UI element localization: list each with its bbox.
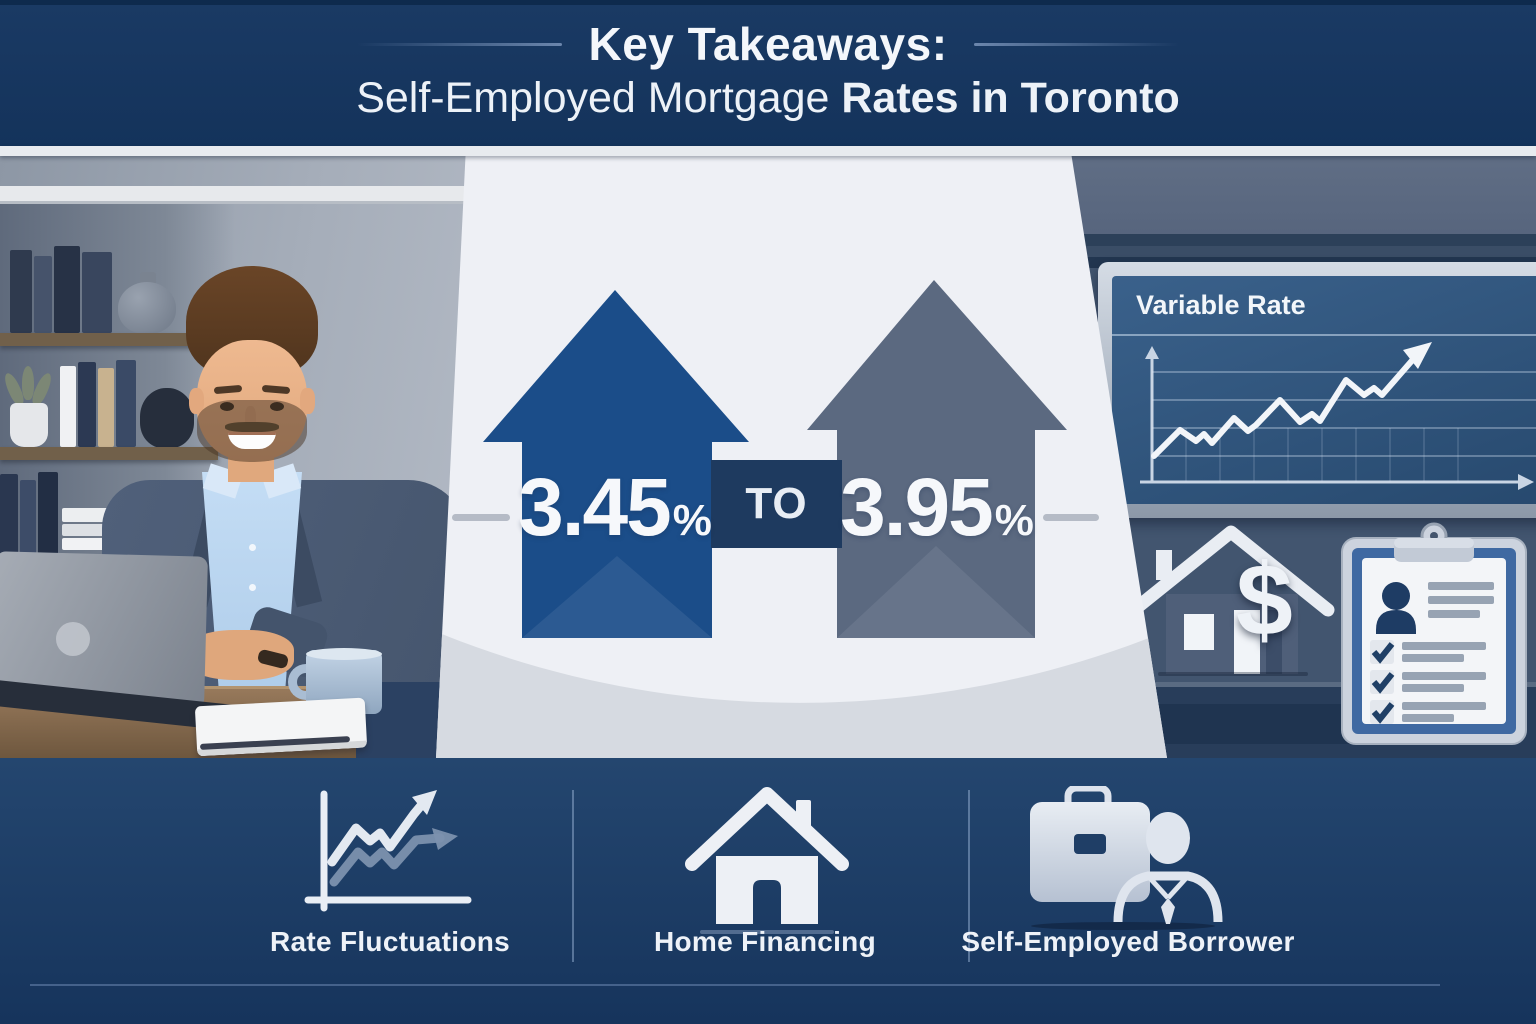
footer: Rate Fluctuations Home Financing: [0, 758, 1536, 1024]
book: [78, 362, 96, 447]
home-icon: [685, 787, 849, 934]
rate-arrows: [483, 280, 1067, 638]
page-title: Key Takeaways:: [588, 18, 948, 70]
house-dollar-icon: [1128, 525, 1335, 676]
plant-leaf: [22, 366, 34, 400]
monitor-title: Variable Rate: [1136, 290, 1306, 320]
rate-trend-chart-icon: [1140, 342, 1536, 490]
book: [20, 480, 36, 560]
mustache: [225, 422, 279, 432]
book: [116, 360, 136, 447]
book: [60, 366, 76, 447]
book: [98, 368, 114, 447]
up-arrow-gray-icon: [807, 280, 1067, 638]
rate-from-unit: %: [672, 496, 712, 545]
clipboard-checklist-icon: [1341, 522, 1527, 745]
shelf-edge: [1040, 682, 1536, 687]
binder: [82, 252, 112, 333]
panel-curve: [436, 616, 1167, 758]
book: [34, 256, 52, 333]
book: [54, 246, 80, 333]
vase: [118, 282, 176, 334]
cabinet-band: [1040, 234, 1536, 246]
footer-divider: [968, 790, 970, 962]
book: [10, 250, 32, 333]
mug-rim: [306, 648, 382, 660]
wall-molding: [0, 186, 470, 204]
ear: [189, 388, 204, 414]
monitor-screen: Variable Rate: [1112, 276, 1536, 504]
shirt-button: [249, 544, 256, 551]
to-label: TO: [745, 479, 808, 528]
title-rule-left: [357, 42, 563, 46]
footer-label-home-financing: Home Financing: [654, 926, 876, 957]
book: [0, 474, 18, 560]
dark-vase: [140, 388, 194, 448]
variable-rate-monitor: Variable Rate: [1098, 262, 1536, 518]
subtitle-regular: Self-Employed Mortgage: [356, 74, 830, 122]
up-arrow-blue-icon: [483, 290, 749, 638]
header: Key Takeaways: Self-Employed Mortgage Ra…: [0, 0, 1536, 146]
shelf-board: [0, 333, 218, 346]
subtitle-bold: Rates in Toronto: [841, 74, 1180, 122]
shelf-board: [0, 447, 218, 460]
dollar-sign: $: [1236, 543, 1293, 657]
book: [38, 472, 58, 560]
page-subtitle: Self-Employed Mortgage Rates in Toronto: [0, 74, 1536, 123]
rate-to-value: 3.95: [840, 462, 994, 553]
monitor-separator: [1112, 334, 1536, 336]
side-dash: [452, 514, 510, 521]
rate-from-value: 3.45: [518, 462, 672, 553]
header-divider-strip: [0, 146, 1536, 156]
rate-fluctuations-chart-icon: [304, 790, 472, 912]
footer-label-rate-fluctuations: Rate Fluctuations: [269, 926, 510, 957]
rate-to: 3.95 %: [817, 458, 1057, 558]
title-row: Key Takeaways:: [0, 16, 1536, 72]
footer-label-self-employed-borrower: Self-Employed Borrower: [961, 926, 1295, 957]
mug-handle: [288, 664, 316, 700]
advisor-photo: [0, 156, 470, 758]
briefcase-person-icon: [1030, 786, 1223, 930]
title-rule-right: [973, 42, 1179, 46]
plant-pot: [10, 403, 48, 447]
side-dash: [1043, 514, 1099, 521]
ear: [300, 388, 315, 414]
header-top-edge: [0, 0, 1536, 5]
footer-bottom-rule: [30, 984, 1440, 986]
laptop-logo: [56, 622, 90, 656]
cabinet-band: [1040, 246, 1536, 257]
rate-panel: TO 3.45 % 3.95 %: [436, 146, 1167, 758]
rate-to-unit: %: [994, 496, 1034, 545]
to-connector: TO: [711, 460, 842, 548]
footer-divider: [572, 790, 574, 962]
smile: [228, 432, 276, 449]
shirt-button: [249, 584, 256, 591]
rate-from: 3.45 %: [495, 458, 735, 558]
